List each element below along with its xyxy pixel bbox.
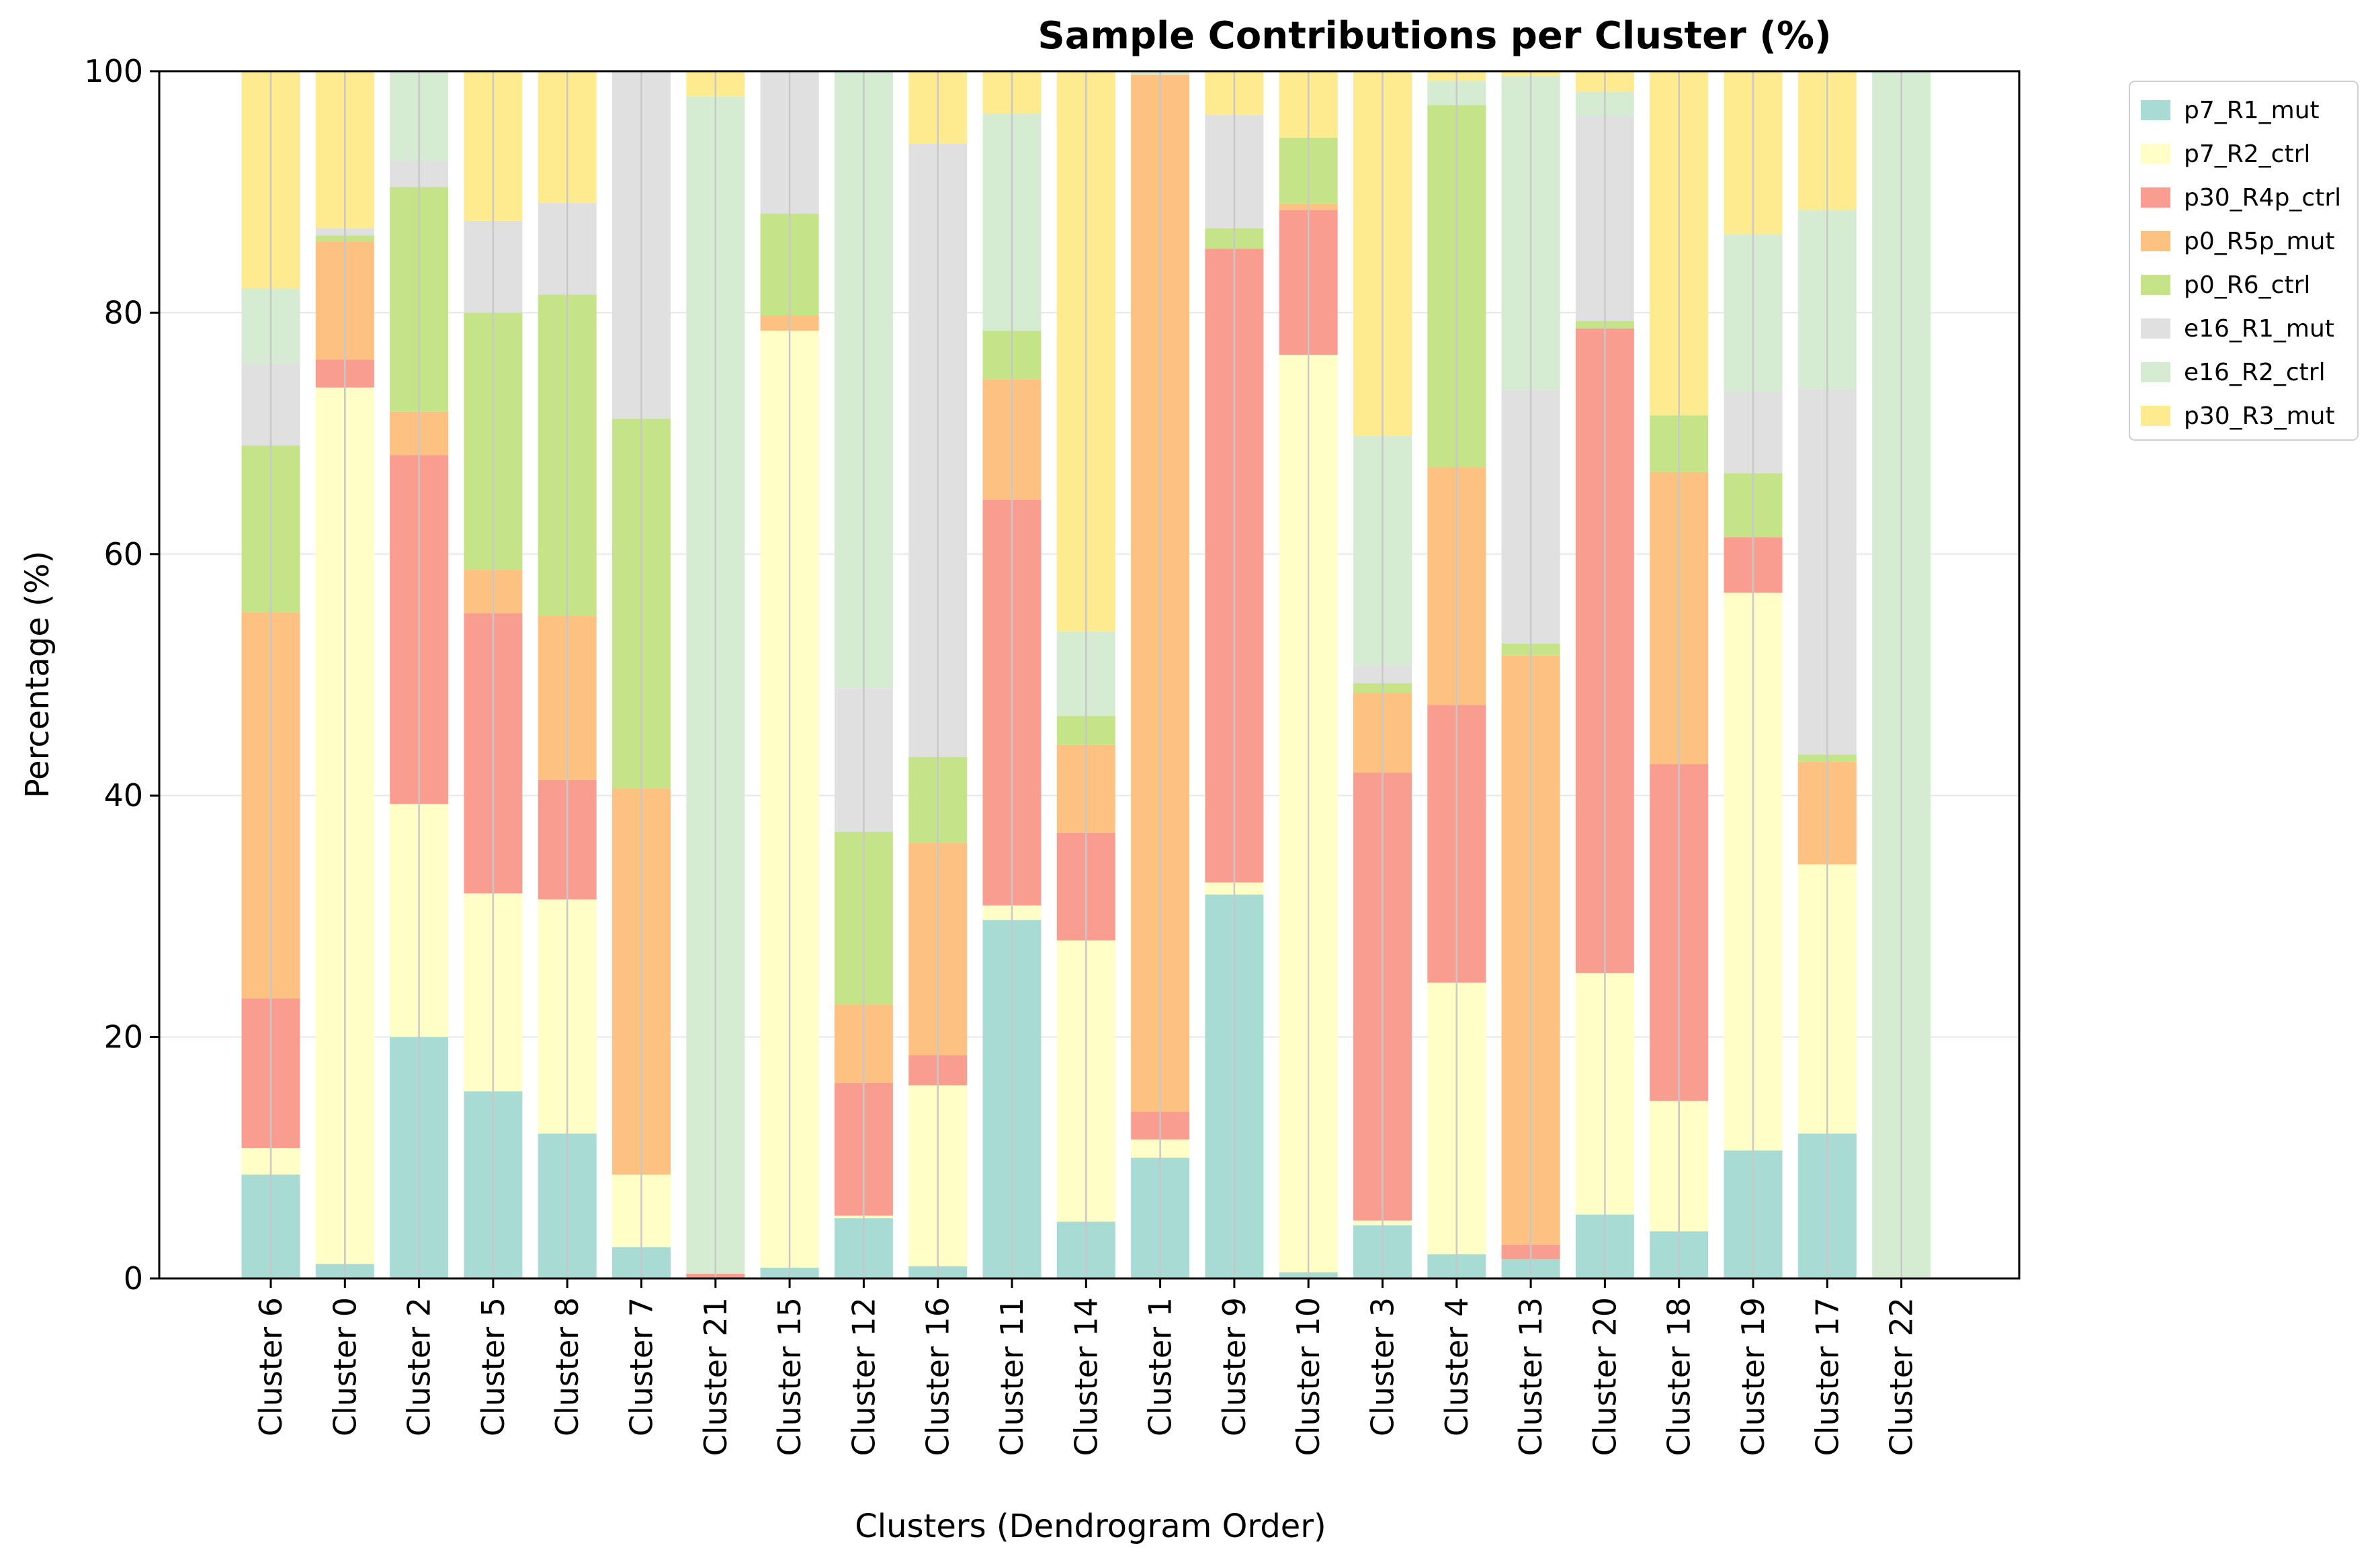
legend-item: p0_R5p_mut	[2130, 219, 2335, 263]
x-tick-label: Cluster 6	[253, 1297, 289, 1436]
y-tick-label: 60	[103, 536, 143, 572]
y-tick-label: 20	[103, 1019, 143, 1055]
legend-swatch	[2141, 100, 2170, 120]
x-tick-label: Cluster 0	[327, 1297, 363, 1436]
x-tick-label: Cluster 7	[624, 1297, 660, 1436]
legend-item: e16_R1_mut	[2130, 306, 2334, 351]
legend-swatch	[2141, 275, 2170, 295]
legend-item: p7_R1_mut	[2130, 88, 2320, 132]
x-tick-label: Cluster 11	[994, 1297, 1030, 1456]
legend-label: p7_R1_mut	[2184, 96, 2320, 124]
x-tick-label: Cluster 16	[920, 1297, 956, 1456]
x-tick-label: Cluster 21	[697, 1297, 734, 1456]
legend-swatch	[2141, 406, 2170, 426]
y-tick-label: 80	[103, 294, 143, 331]
legend-item: p30_R3_mut	[2130, 394, 2335, 438]
x-tick-label: Cluster 20	[1586, 1297, 1623, 1456]
legend-swatch	[2141, 318, 2170, 339]
legend-swatch	[2141, 362, 2170, 382]
legend-item: e16_R2_ctrl	[2130, 350, 2326, 394]
legend-label: p30_R3_mut	[2184, 402, 2335, 430]
legend-item: p7_R2_ctrl	[2130, 132, 2310, 176]
x-tick-label: Cluster 8	[549, 1297, 585, 1436]
legend-item: p0_R6_ctrl	[2130, 263, 2310, 307]
legend-label: p7_R2_ctrl	[2184, 140, 2311, 168]
x-tick-label: Cluster 10	[1290, 1297, 1326, 1456]
x-tick-label: Cluster 5	[475, 1297, 511, 1436]
x-tick-label: Cluster 4	[1439, 1297, 1475, 1436]
legend-label: e16_R2_ctrl	[2184, 358, 2326, 386]
y-tick-label: 40	[103, 777, 143, 814]
x-tick-label: Cluster 3	[1365, 1297, 1401, 1436]
y-axis-label: Percentage (%)	[19, 551, 56, 798]
legend-label: e16_R1_mut	[2184, 314, 2334, 343]
legend-label: p0_R6_ctrl	[2184, 271, 2311, 299]
legend-label: p30_R4p_ctrl	[2184, 183, 2342, 212]
x-tick-label: Cluster 12	[845, 1297, 882, 1456]
y-tick-label: 100	[84, 53, 143, 89]
x-tick-label: Cluster 2	[401, 1297, 437, 1436]
legend-swatch	[2141, 187, 2170, 208]
x-tick-label: Cluster 19	[1735, 1297, 1771, 1456]
bars-group	[241, 71, 1931, 1278]
x-tick-label: Cluster 1	[1142, 1297, 1179, 1436]
chart-title: Sample Contributions per Cluster (%)	[1037, 14, 1831, 58]
x-tick-label: Cluster 14	[1068, 1297, 1104, 1456]
legend-swatch	[2141, 231, 2170, 251]
x-tick-label: Cluster 15	[771, 1297, 808, 1456]
y-tick-label: 0	[124, 1260, 143, 1297]
legend-item: p30_R4p_ctrl	[2130, 175, 2341, 220]
legend-swatch	[2141, 144, 2170, 164]
x-tick-label: Cluster 9	[1216, 1297, 1253, 1436]
x-tick-label: Cluster 13	[1513, 1297, 1549, 1456]
legend: p7_R1_mut p7_R2_ctrl p30_R4p_ctrl p0_R5p_mu…	[2129, 81, 2359, 441]
x-axis-label: Clusters (Dendrogram Order)	[855, 1508, 1326, 1545]
legend-label: p0_R5p_mut	[2184, 227, 2335, 255]
x-axis-ticks: Cluster 6 Cluster 0 Cluster 2 Cluster 5 Clus…	[253, 1278, 1920, 1456]
x-tick-label: Cluster 22	[1883, 1297, 1920, 1456]
plot-frame	[158, 70, 2021, 1280]
y-axis-ticks: 0 20 40 60 80 100	[84, 53, 159, 1297]
x-tick-label: Cluster 18	[1661, 1297, 1697, 1456]
x-tick-label: Cluster 17	[1809, 1297, 1845, 1456]
